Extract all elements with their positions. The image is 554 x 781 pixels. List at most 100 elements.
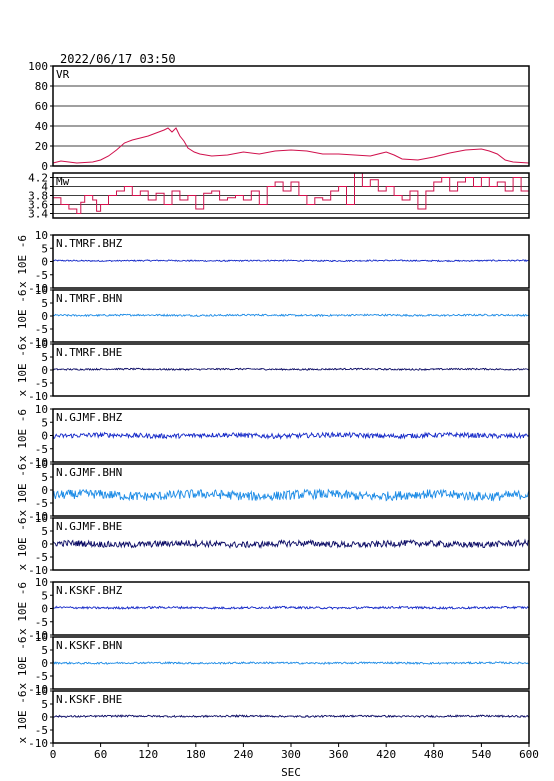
y-tick-label: 40 xyxy=(35,120,48,133)
y-tick-label: 3.8 xyxy=(28,190,48,203)
x-tick-label: 0 xyxy=(50,748,57,761)
series-line xyxy=(52,660,530,666)
series-line xyxy=(52,714,530,719)
panel-title: N.GJMF.BHZ xyxy=(56,411,123,424)
y-tick-label: 100 xyxy=(28,60,48,73)
y-tick-label: -10 xyxy=(28,683,48,696)
x-tick-label: 540 xyxy=(471,748,491,761)
x-tick-label: 120 xyxy=(138,748,158,761)
y-tick-label: 4 xyxy=(41,181,48,194)
x-tick-label: 300 xyxy=(281,748,301,761)
y-tick-label: -5 xyxy=(35,269,48,282)
panel-title: N.TMRF.BHE xyxy=(56,346,122,359)
y-tick-label: 10 xyxy=(35,576,48,589)
series-line xyxy=(53,172,530,214)
series-line xyxy=(52,538,530,549)
y-tick-label: 3.6 xyxy=(28,199,48,212)
panel-frame xyxy=(52,690,530,744)
panel-title: N.GJMF.BHE xyxy=(56,520,122,533)
y-tick-label: 0 xyxy=(41,430,48,443)
y-tick-label: -5 xyxy=(35,551,48,564)
x-tick-label: 180 xyxy=(186,748,206,761)
y-tick-label: -5 xyxy=(35,497,48,510)
x-tick-label: 360 xyxy=(329,748,349,761)
y-tick-label: 10 xyxy=(35,229,48,242)
x-tick-label: 480 xyxy=(424,748,444,761)
series-line xyxy=(52,431,530,441)
panel-frame xyxy=(52,463,530,517)
panel-frame xyxy=(52,65,530,167)
y-tick-label: 10 xyxy=(35,512,48,525)
y-tick-label: 60 xyxy=(35,100,48,113)
panel-title: N.TMRF.BHZ xyxy=(56,237,123,250)
panel-0: 0 20 40 60 80 100 VR xyxy=(28,60,530,173)
y-tick-label: 0 xyxy=(41,657,48,670)
y-tick-label: -5 xyxy=(35,323,48,336)
y-tick-label: 10 xyxy=(35,338,48,351)
x-tick-label: 600 xyxy=(519,748,539,761)
y-axis-label: x 10E -6 xyxy=(16,518,29,571)
y-tick-label: 0 xyxy=(41,364,48,377)
y-tick-label: 0 xyxy=(41,160,48,173)
y-tick-label: -10 xyxy=(28,336,48,349)
panel-frame xyxy=(52,581,530,636)
y-tick-label: -10 xyxy=(28,282,48,295)
header-timestamp: 2022/06/17 03:50 xyxy=(60,52,176,66)
panel-title: N.KSKF.BHE xyxy=(56,693,122,706)
y-tick-label: 0 xyxy=(41,256,48,269)
panel-frame xyxy=(52,636,530,690)
y-tick-label: -10 xyxy=(28,390,48,403)
y-tick-label: 5 xyxy=(41,589,48,602)
y-axis-label: x 10E -6 xyxy=(16,290,29,343)
panel-title: VR xyxy=(56,68,70,81)
y-tick-label: -10 xyxy=(28,510,48,523)
panel-frame xyxy=(52,408,530,463)
panel-frame xyxy=(52,234,530,289)
y-axis-label: x 10E -6 xyxy=(16,344,29,397)
y-tick-label: 5 xyxy=(41,242,48,255)
series-line xyxy=(52,367,530,371)
y-tick-label: 5 xyxy=(41,644,48,657)
y-axis-label: x 10E -6 xyxy=(16,637,29,690)
panel-frame xyxy=(52,343,530,397)
series-line xyxy=(52,313,530,318)
panel-title: N.KSKF.BHZ xyxy=(56,584,123,597)
y-tick-label: -5 xyxy=(35,724,48,737)
panel-title: N.GJMF.BHN xyxy=(56,466,122,479)
y-tick-label: 5 xyxy=(41,351,48,364)
y-tick-label: 5 xyxy=(41,698,48,711)
y-tick-label: 10 xyxy=(35,458,48,471)
panel-title: N.KSKF.BHN xyxy=(56,639,122,652)
y-tick-label: 20 xyxy=(35,140,48,153)
y-axis-label: x 10E -6 xyxy=(16,691,29,744)
y-tick-label: 0 xyxy=(41,310,48,323)
y-tick-label: -5 xyxy=(35,377,48,390)
y-tick-label: 4.2 xyxy=(28,172,48,185)
y-tick-label: -5 xyxy=(35,443,48,456)
y-tick-label: 0 xyxy=(41,484,48,497)
y-tick-label: 5 xyxy=(41,471,48,484)
y-tick-label: 5 xyxy=(41,297,48,310)
y-tick-label: -10 xyxy=(28,629,48,642)
y-tick-label: 0 xyxy=(41,538,48,551)
y-axis-label: x 10E -6 xyxy=(16,235,29,288)
y-axis-label: x 10E -6 xyxy=(16,582,29,635)
series-line xyxy=(52,488,530,502)
y-tick-label: 10 xyxy=(35,403,48,416)
y-tick-label: -10 xyxy=(28,564,48,577)
x-tick-label: 420 xyxy=(376,748,396,761)
y-tick-label: -10 xyxy=(28,456,48,469)
series-line xyxy=(52,127,530,164)
x-tick-label: 60 xyxy=(94,748,107,761)
series-line xyxy=(52,259,530,263)
y-tick-label: 80 xyxy=(35,80,48,93)
panel-title: Mw xyxy=(56,175,70,188)
